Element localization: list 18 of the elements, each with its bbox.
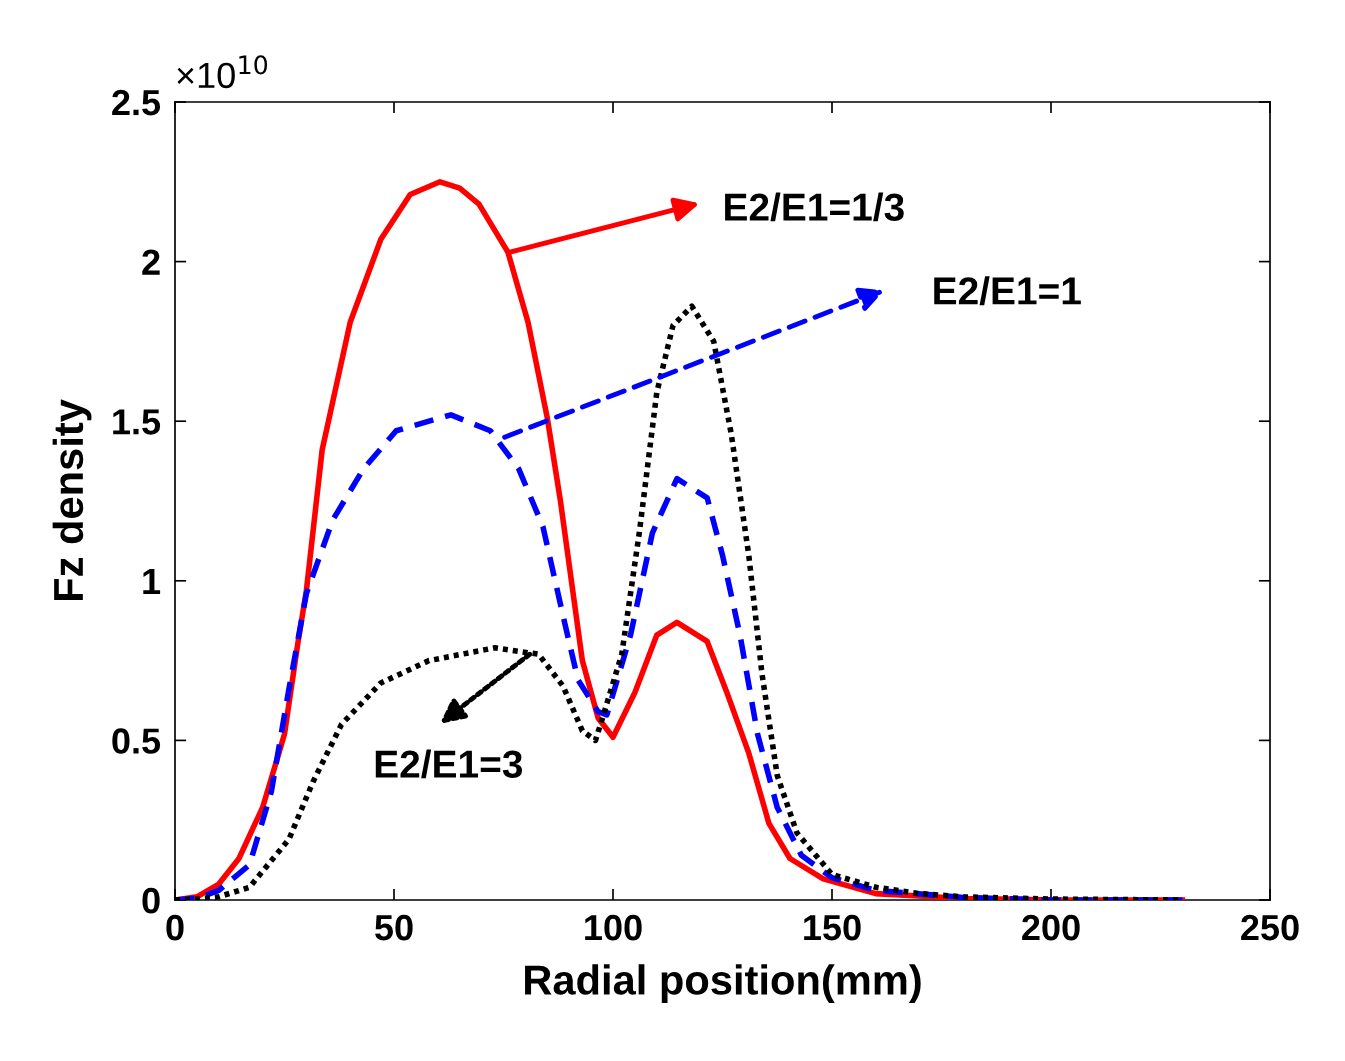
y-tick-label: 2.5 <box>112 89 161 116</box>
y-tick-label: 1.5 <box>113 409 161 435</box>
x-tick-label: 150 <box>804 914 861 941</box>
text: ×10$^{10}$ <box>177 55 268 89</box>
x-axis-title: Radial position(mm) <box>525 964 921 1004</box>
annotation: E2/E1=3 <box>375 749 523 779</box>
y-tick-label: 2 <box>142 249 160 275</box>
x-tick-label: 100 <box>585 914 642 941</box>
x-tick-label: 200 <box>1022 914 1080 941</box>
x-tick-label: 250 <box>1241 914 1299 941</box>
x-tick-label: 0 <box>166 914 184 941</box>
annotation: E2/E1=1 <box>934 276 1081 306</box>
y-axis-title: Fz density <box>52 399 92 601</box>
annotation: E2/E1=1/3 <box>725 192 904 222</box>
y-tick-label: 1 <box>143 569 161 594</box>
y-tick-label: 0 <box>142 887 160 914</box>
y-tick-label: 0.5 <box>112 728 161 754</box>
x-tick-label: 50 <box>375 914 413 941</box>
